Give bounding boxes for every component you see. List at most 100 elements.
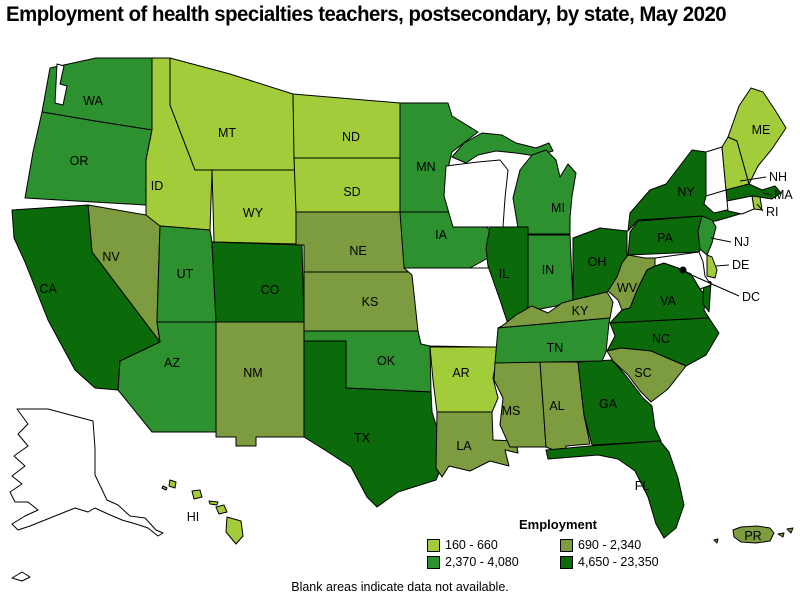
state-label-or: OR (70, 154, 89, 168)
state-co[interactable] (211, 241, 305, 323)
state-label-ma: MA (774, 188, 793, 202)
state-hi-oahu[interactable] (191, 489, 203, 500)
state-label-la: LA (456, 439, 472, 453)
state-label-in: IN (542, 263, 555, 277)
state-label-tn: TN (547, 341, 564, 355)
callout-labels: NH MA RI NJ DE DC (732, 170, 793, 304)
state-ct[interactable] (726, 195, 755, 215)
state-label-nj: NJ (734, 235, 749, 249)
state-label-ne: NE (349, 244, 366, 258)
state-label-ar: AR (452, 366, 469, 380)
state-label-nh: NH (769, 170, 787, 184)
legend-label-2: 690 - 2,340 (578, 538, 642, 552)
state-label-mt: MT (218, 126, 236, 140)
legend-label-3: 2,370 - 4,080 (445, 555, 519, 569)
state-mt[interactable] (169, 57, 296, 171)
state-label-wv: WV (617, 281, 638, 295)
state-pr[interactable] (732, 525, 775, 544)
callout-line-nh (739, 176, 767, 182)
legend-swatch-3 (427, 555, 440, 569)
state-label-me: ME (752, 123, 771, 137)
state-label-ks: KS (362, 295, 379, 309)
callout-line-nj (710, 237, 732, 243)
state-hi-big-island[interactable] (225, 516, 244, 545)
callout-line-ma (762, 192, 773, 196)
aleutian-islands (11, 571, 31, 582)
state-label-sc: SC (634, 366, 651, 380)
state-label-ny: NY (677, 185, 695, 199)
pr-islet-west (713, 538, 719, 544)
state-hi-niihau[interactable] (161, 485, 168, 491)
state-de[interactable] (706, 254, 718, 279)
state-label-mn: MN (416, 160, 435, 174)
dc-dot[interactable] (679, 266, 687, 274)
legend-swatch-2 (560, 538, 573, 552)
state-label-id: ID (151, 179, 164, 193)
state-label-ri: RI (766, 205, 779, 219)
state-ak[interactable] (9, 408, 164, 537)
state-label-pa: PA (657, 231, 673, 245)
state-label-tx: TX (354, 431, 371, 445)
callout-line-de (715, 264, 730, 267)
state-nj[interactable] (697, 215, 717, 256)
state-label-pr: PR (744, 529, 761, 543)
state-ca[interactable] (11, 204, 161, 391)
callout-line-ri (756, 203, 764, 212)
state-me[interactable] (727, 87, 787, 185)
state-mi[interactable] (512, 149, 577, 235)
legend-label-1: 160 - 660 (445, 538, 498, 552)
legend-label-4: 4,650 - 23,350 (578, 555, 659, 569)
state-ga[interactable] (577, 359, 662, 446)
state-hi-kauai[interactable] (168, 479, 177, 489)
state-label-co: CO (261, 283, 280, 297)
state-sc[interactable] (606, 347, 687, 403)
state-wi[interactable] (443, 159, 509, 228)
state-label-dc: DC (742, 290, 760, 304)
state-ne[interactable] (295, 211, 415, 273)
state-fl[interactable] (545, 440, 685, 539)
state-label-ky: KY (572, 304, 589, 318)
state-label-hi: HI (187, 510, 200, 524)
legend: Employment 160 - 660 690 - 2,340 2,370 -… (427, 517, 689, 569)
legend-heading: Employment (518, 517, 597, 532)
state-label-sd: SD (343, 185, 360, 199)
legend-item-4: 4,650 - 23,350 (560, 555, 689, 569)
legend-item-2: 690 - 2,340 (560, 538, 689, 552)
states-layer (9, 57, 794, 582)
state-nm[interactable] (215, 321, 305, 447)
state-tx[interactable] (303, 340, 447, 508)
state-labels: WA OR CA NV ID MT WY UT CO AZ NM ND SD N… (39, 94, 770, 543)
state-nd[interactable] (292, 93, 401, 159)
state-label-ut: UT (177, 267, 194, 281)
state-la[interactable] (435, 411, 519, 478)
pr-islet-far-east (786, 527, 794, 534)
state-label-ca: CA (39, 282, 57, 296)
legend-item-1: 160 - 660 (427, 538, 560, 552)
state-md[interactable] (654, 251, 712, 290)
state-label-mi: MI (551, 201, 565, 215)
page-title: Employment of health specialties teacher… (6, 3, 727, 26)
state-label-nd: ND (342, 130, 360, 144)
legend-item-3: 2,370 - 4,080 (427, 555, 560, 569)
state-hi-molokai[interactable] (208, 500, 219, 506)
state-hi-maui[interactable] (215, 504, 228, 515)
legend-swatch-1 (427, 538, 440, 552)
pr-islet-east (777, 532, 785, 538)
state-label-nv: NV (102, 250, 120, 264)
puget-sound (54, 63, 68, 106)
state-label-il: IL (499, 267, 509, 281)
state-mi-upper[interactable] (451, 132, 554, 164)
state-label-ia: IA (435, 228, 447, 242)
state-label-nc: NC (652, 332, 670, 346)
state-label-ok: OK (377, 354, 396, 368)
footnote: Blank areas indicate data not available. (291, 580, 509, 594)
callout-line-dc (686, 272, 740, 297)
state-label-wa: WA (83, 94, 103, 108)
state-in[interactable] (527, 234, 574, 310)
callout-lines (686, 176, 773, 297)
state-label-va: VA (660, 294, 676, 308)
state-label-ga: GA (599, 397, 618, 411)
state-tn[interactable] (494, 317, 611, 364)
